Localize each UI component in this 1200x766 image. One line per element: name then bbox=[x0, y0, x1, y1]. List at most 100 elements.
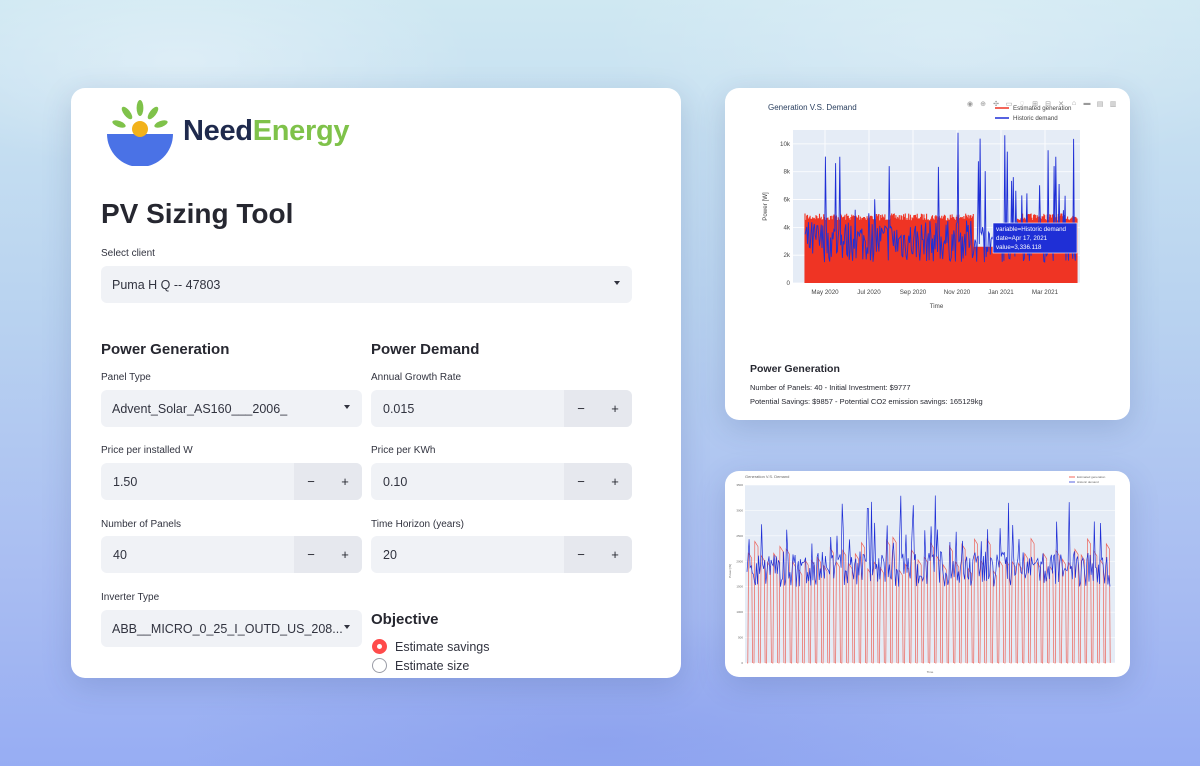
y-tick-label: 3000 bbox=[736, 508, 743, 512]
y-tick-label: 1500 bbox=[736, 585, 743, 589]
x-axis-label: Time bbox=[927, 670, 934, 674]
plotly-logo-icon[interactable]: ▥ bbox=[1109, 101, 1117, 108]
radio-selected-icon[interactable] bbox=[372, 639, 387, 654]
num-panels-increment-button[interactable]: + bbox=[328, 536, 362, 573]
inverter-type-label: Inverter Type bbox=[101, 592, 160, 603]
inverter-type-select[interactable]: ABB__MICRO_0_25_I_OUTD_US_208... bbox=[101, 610, 362, 647]
client-select[interactable]: Puma H Q -- 47803 bbox=[101, 266, 632, 303]
box-select-icon[interactable]: ▭ bbox=[1005, 101, 1013, 108]
y-tick-label: 2500 bbox=[736, 534, 743, 538]
objective-heading: Objective bbox=[371, 611, 439, 628]
num-panels-input[interactable]: 40 − + bbox=[101, 536, 362, 573]
hover-icon[interactable]: ▤ bbox=[1096, 101, 1104, 108]
num-panels-value[interactable]: 40 bbox=[113, 547, 127, 562]
zoom-in-icon[interactable]: ⊞ bbox=[1032, 101, 1038, 108]
generation-demand-chart[interactable]: 0 2k 4k 6k 8k 10k May 2020 Jul 2020 Sep 2020 Nov … bbox=[725, 88, 1130, 328]
camera-icon[interactable]: ◉ bbox=[966, 101, 974, 108]
time-horizon-decrement-button[interactable]: − bbox=[564, 536, 598, 573]
brand-name-part2: Energy bbox=[252, 114, 350, 147]
y-axis-label: Power [W] bbox=[762, 192, 769, 221]
y-tick-label: 4k bbox=[783, 224, 790, 231]
chevron-down-icon bbox=[344, 405, 350, 409]
chart-title: Generation V.S. Demand bbox=[768, 103, 857, 112]
price-per-kwh-input[interactable]: 0.10 − + bbox=[371, 463, 632, 500]
reset-axes-icon[interactable]: ⌂ bbox=[1071, 100, 1077, 107]
y-tick-label: 500 bbox=[738, 636, 743, 640]
x-tick-label: Jul 2020 bbox=[857, 289, 881, 296]
price-per-w-increment-button[interactable]: + bbox=[328, 463, 362, 500]
growth-rate-decrement-button[interactable]: − bbox=[564, 390, 598, 427]
objective-option-label: Estimate size bbox=[395, 658, 470, 673]
autoscale-icon[interactable]: ✕ bbox=[1058, 101, 1064, 108]
price-per-kwh-label: Price per KWh bbox=[371, 445, 436, 456]
tooltip-box bbox=[992, 222, 1078, 254]
price-per-kwh-increment-button[interactable]: + bbox=[598, 463, 632, 500]
generation-demand-chart-card-detail: Generation V.S. Demand 0 500 1000 1500 2000 25… bbox=[725, 471, 1130, 677]
y-axis-label: Power [W] bbox=[728, 564, 732, 578]
results-line-investment: Number of Panels: 40 - Initial Investmen… bbox=[750, 383, 911, 392]
lasso-icon[interactable]: ◌ bbox=[1019, 100, 1025, 107]
objective-option-label: Estimate savings bbox=[395, 639, 490, 654]
client-select-value: Puma H Q -- 47803 bbox=[112, 277, 221, 292]
chart-title: Generation V.S. Demand bbox=[745, 474, 789, 479]
hover-tooltip: variable=Historic demand date=Apr 17, 202… bbox=[992, 222, 1078, 254]
zoom-out-icon[interactable]: ⊟ bbox=[1045, 101, 1051, 108]
panel-type-select[interactable]: Advent_Solar_AS160___2006_ bbox=[101, 390, 362, 427]
objective-option-estimate-size[interactable]: Estimate size bbox=[372, 658, 469, 673]
generation-demand-chart-detail[interactable]: Generation V.S. Demand 0 500 1000 1500 2000 25… bbox=[725, 471, 1130, 677]
sun-icon bbox=[107, 100, 173, 166]
y-tick-label: 3500 bbox=[736, 483, 743, 487]
y-tick-label: 0 bbox=[787, 280, 791, 287]
price-per-w-input[interactable]: 1.50 − + bbox=[101, 463, 362, 500]
growth-rate-value[interactable]: 0.015 bbox=[383, 401, 415, 416]
chevron-down-icon bbox=[614, 281, 620, 285]
price-per-w-label: Price per installed W bbox=[101, 445, 193, 456]
results-line-savings: Potential Savings: $9857 - Potential CO2… bbox=[750, 397, 983, 406]
time-horizon-input[interactable]: 20 − + bbox=[371, 536, 632, 573]
legend-entry: Historic demand bbox=[1013, 115, 1058, 122]
demand-series bbox=[746, 495, 1111, 587]
sizing-tool-panel: NeedEnergy PV Sizing Tool Select client … bbox=[71, 88, 681, 678]
price-per-kwh-value[interactable]: 0.10 bbox=[383, 474, 408, 489]
tooltip-text: variable=Historic demand bbox=[996, 226, 1067, 233]
spike-lines-icon[interactable]: ▬ bbox=[1083, 100, 1091, 107]
x-axis-label: Time bbox=[930, 303, 944, 310]
power-generation-heading: Power Generation bbox=[101, 341, 230, 358]
price-per-w-value[interactable]: 1.50 bbox=[113, 474, 138, 489]
time-horizon-value[interactable]: 20 bbox=[383, 547, 397, 562]
x-tick-label: Sep 2020 bbox=[900, 289, 927, 296]
generation-demand-chart-card: Generation V.S. Demand ◉ ⊕ ✣ ▭ ◌ ⊞ ⊟ ✕ ⌂… bbox=[725, 88, 1130, 420]
inverter-type-value: ABB__MICRO_0_25_I_OUTD_US_208... bbox=[112, 621, 343, 636]
legend-entry: Estimated generation bbox=[1077, 475, 1106, 479]
zoom-icon[interactable]: ⊕ bbox=[980, 101, 986, 108]
x-tick-label: Mar 2021 bbox=[1032, 289, 1059, 296]
y-tick-label: 8k bbox=[783, 169, 790, 176]
growth-rate-increment-button[interactable]: + bbox=[598, 390, 632, 427]
legend-entry: Historic demand bbox=[1077, 480, 1099, 484]
num-panels-label: Number of Panels bbox=[101, 519, 182, 530]
y-tick-label: 2k bbox=[783, 252, 790, 259]
time-horizon-label: Time Horizon (years) bbox=[371, 519, 464, 530]
x-tick-label: Jan 2021 bbox=[988, 289, 1014, 296]
time-horizon-increment-button[interactable]: + bbox=[598, 536, 632, 573]
price-per-w-decrement-button[interactable]: − bbox=[294, 463, 328, 500]
y-tick-label: 1000 bbox=[736, 610, 743, 614]
tooltip-text: value=3,336.118 bbox=[996, 244, 1042, 251]
brand-name-part1: Need bbox=[183, 114, 253, 147]
radio-unselected-icon[interactable] bbox=[372, 658, 387, 673]
price-per-kwh-decrement-button[interactable]: − bbox=[564, 463, 598, 500]
chevron-down-icon bbox=[344, 625, 350, 629]
x-tick-label: Nov 2020 bbox=[944, 289, 971, 296]
objective-option-estimate-savings[interactable]: Estimate savings bbox=[372, 639, 489, 654]
page-title: PV Sizing Tool bbox=[101, 198, 294, 229]
y-tick-label: 2000 bbox=[736, 559, 743, 563]
x-tick-label: May 2020 bbox=[811, 289, 839, 296]
pan-icon[interactable]: ✣ bbox=[993, 101, 999, 108]
growth-rate-input[interactable]: 0.015 − + bbox=[371, 390, 632, 427]
y-tick-label: 0 bbox=[741, 661, 743, 665]
growth-rate-label: Annual Growth Rate bbox=[371, 372, 462, 383]
y-tick-label: 6k bbox=[783, 197, 790, 204]
chart-modebar: ◉ ⊕ ✣ ▭ ◌ ⊞ ⊟ ✕ ⌂ ▬ ▤ ▥ bbox=[965, 100, 1118, 108]
num-panels-decrement-button[interactable]: − bbox=[294, 536, 328, 573]
y-tick-label: 10k bbox=[780, 141, 791, 148]
